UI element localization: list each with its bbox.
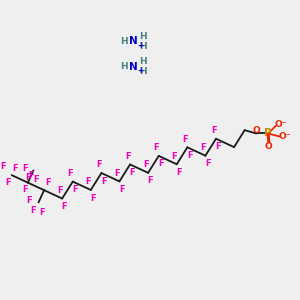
Text: F: F [96, 160, 102, 169]
Text: F: F [90, 194, 96, 202]
Text: F: F [34, 175, 39, 184]
Text: F: F [216, 142, 221, 151]
Text: F: F [45, 178, 50, 187]
Text: H: H [140, 32, 147, 41]
Text: F: F [182, 135, 188, 144]
Text: +: + [137, 66, 143, 75]
Text: F: F [200, 143, 206, 152]
Text: F: F [85, 177, 91, 186]
Text: F: F [158, 159, 164, 168]
Text: F: F [26, 196, 32, 206]
Text: F: F [28, 171, 34, 180]
Text: +: + [137, 40, 143, 50]
Text: F: F [148, 176, 153, 185]
Text: P: P [264, 128, 272, 139]
Text: F: F [22, 185, 28, 194]
Text: F: F [12, 164, 18, 172]
Text: O⁻: O⁻ [278, 132, 290, 141]
Text: F: F [172, 152, 177, 161]
Text: H: H [120, 62, 128, 71]
Text: F: F [101, 177, 106, 186]
Text: F: F [39, 208, 45, 217]
Text: F: F [57, 186, 63, 195]
Text: F: F [176, 168, 182, 177]
Text: H: H [140, 42, 147, 51]
Text: O: O [265, 142, 273, 151]
Text: F: F [119, 185, 124, 194]
Text: F: F [72, 185, 78, 194]
Text: H: H [140, 67, 147, 76]
Text: H: H [120, 37, 128, 46]
Text: F: F [187, 151, 193, 160]
Text: F: F [114, 169, 120, 178]
Text: F: F [130, 168, 135, 177]
Text: F: F [30, 206, 35, 215]
Text: F: F [205, 159, 211, 168]
Text: F: F [68, 169, 73, 178]
Text: H: H [140, 57, 147, 66]
Text: F: F [22, 164, 28, 173]
Text: N: N [129, 61, 138, 72]
Text: F: F [143, 160, 148, 169]
Text: F: F [0, 162, 6, 171]
Text: F: F [211, 126, 217, 135]
Text: N: N [129, 36, 138, 46]
Text: F: F [6, 178, 11, 187]
Text: O⁻: O⁻ [274, 120, 286, 129]
Text: O: O [252, 126, 260, 135]
Text: F: F [154, 143, 159, 152]
Text: F: F [62, 202, 67, 211]
Text: F: F [125, 152, 130, 161]
Text: F: F [25, 173, 31, 182]
